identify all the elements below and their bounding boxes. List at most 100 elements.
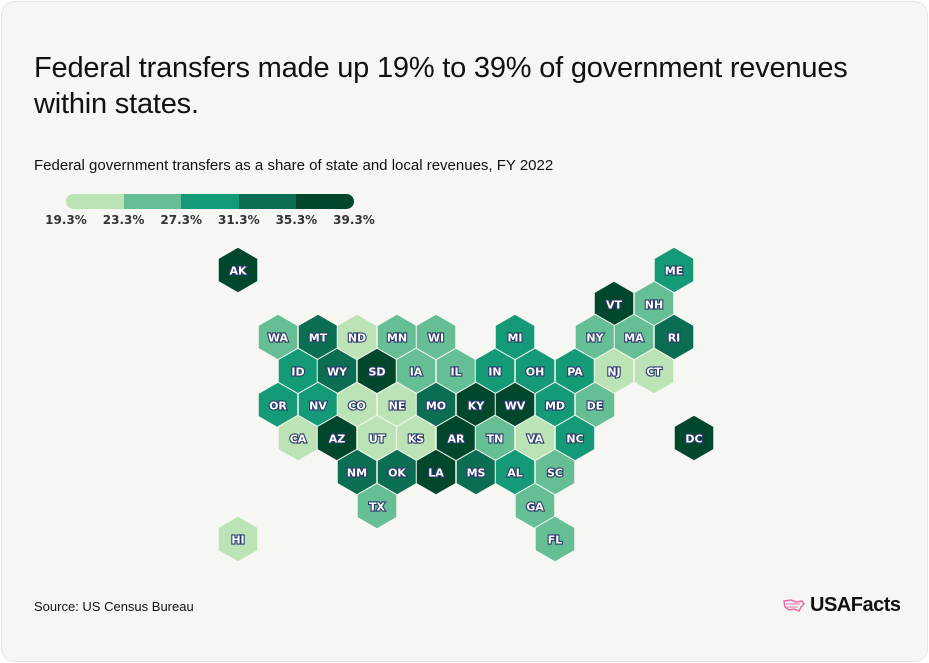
state-hex-ia[interactable]: IA bbox=[395, 347, 437, 395]
state-label: NJ bbox=[607, 366, 620, 379]
state-hex-ak[interactable]: AK bbox=[217, 246, 259, 294]
state-hex-ne[interactable]: NE bbox=[376, 381, 418, 429]
state-hex-hi[interactable]: HI bbox=[217, 515, 259, 563]
state-hex-az[interactable]: AZ bbox=[316, 414, 358, 462]
state-hex-nh[interactable]: NH bbox=[633, 280, 675, 328]
state-label: OH bbox=[526, 366, 545, 379]
state-hex-dc[interactable]: DC bbox=[673, 414, 715, 462]
state-hex-wa[interactable]: WA bbox=[257, 313, 299, 361]
usafacts-logo[interactable]: USAFacts bbox=[782, 594, 901, 617]
state-label: CA bbox=[290, 433, 307, 446]
legend-tick: 35.3% bbox=[275, 213, 318, 227]
state-hex-al[interactable]: AL bbox=[494, 448, 536, 496]
state-label: NH bbox=[645, 299, 663, 312]
state-label: MT bbox=[309, 332, 328, 345]
state-hex-ri[interactable]: RI bbox=[653, 313, 695, 361]
state-hex-ny[interactable]: NY bbox=[574, 313, 616, 361]
state-hex-nm[interactable]: NM bbox=[336, 448, 378, 496]
state-hex-mt[interactable]: MT bbox=[297, 313, 339, 361]
legend-swatch-4 bbox=[296, 194, 354, 209]
hex-tile bbox=[356, 482, 398, 530]
state-label: TN bbox=[487, 433, 504, 446]
state-label: FL bbox=[548, 534, 563, 547]
state-label: SD bbox=[368, 366, 385, 379]
source-note: Source: US Census Bureau bbox=[34, 599, 194, 614]
state-hex-ca[interactable]: CA bbox=[277, 414, 319, 462]
state-label: NV bbox=[309, 400, 327, 413]
state-hex-ks[interactable]: KS bbox=[395, 414, 437, 462]
state-hex-mo[interactable]: MO bbox=[415, 381, 457, 429]
state-hex-nc[interactable]: NC bbox=[554, 414, 596, 462]
state-label: WY bbox=[327, 366, 348, 379]
state-hex-mi[interactable]: MI bbox=[494, 313, 536, 361]
hex-tile bbox=[534, 515, 576, 563]
state-label: WI bbox=[428, 332, 444, 345]
state-label: AR bbox=[448, 433, 466, 446]
state-hex-wy[interactable]: WY bbox=[316, 347, 358, 395]
legend-tick: 23.3% bbox=[102, 213, 145, 227]
state-hex-ar[interactable]: AR bbox=[435, 414, 477, 462]
state-hex-tn[interactable]: TN bbox=[474, 414, 516, 462]
state-label: AZ bbox=[329, 433, 346, 446]
state-hex-mn[interactable]: MN bbox=[376, 313, 418, 361]
state-label: CO bbox=[348, 400, 365, 413]
state-hex-va[interactable]: VA bbox=[514, 414, 556, 462]
state-label: KS bbox=[408, 433, 425, 446]
state-label: IA bbox=[410, 366, 423, 379]
state-hex-co[interactable]: CO bbox=[336, 381, 378, 429]
state-label: MA bbox=[624, 332, 644, 345]
hex-tile bbox=[633, 347, 675, 395]
state-hex-ma[interactable]: MA bbox=[613, 313, 655, 361]
state-label: VA bbox=[527, 433, 544, 446]
state-label: VT bbox=[606, 299, 623, 312]
state-hex-ct[interactable]: CT bbox=[633, 347, 675, 395]
state-label: OR bbox=[269, 400, 287, 413]
state-label: HI bbox=[231, 534, 244, 547]
state-label: ND bbox=[348, 332, 366, 345]
state-hex-tx[interactable]: TX bbox=[356, 482, 398, 530]
state-hex-md[interactable]: MD bbox=[534, 381, 576, 429]
state-label: WV bbox=[505, 400, 526, 413]
state-hex-la[interactable]: LA bbox=[415, 448, 457, 496]
state-label: MD bbox=[545, 400, 565, 413]
state-hex-nd[interactable]: ND bbox=[336, 313, 378, 361]
hex-tile bbox=[673, 414, 715, 462]
state-label: UT bbox=[369, 433, 386, 446]
state-hex-wi[interactable]: WI bbox=[415, 313, 457, 361]
hex-tile bbox=[217, 515, 259, 563]
legend-tick: 19.3% bbox=[45, 213, 87, 227]
state-label: IL bbox=[450, 366, 461, 379]
state-label: RI bbox=[668, 332, 681, 345]
state-label: ME bbox=[665, 265, 683, 278]
state-hex-oh[interactable]: OH bbox=[514, 347, 556, 395]
state-label: OK bbox=[388, 467, 406, 480]
chart-title: Federal transfers made up 19% to 39% of … bbox=[34, 52, 848, 120]
hex-tile bbox=[217, 246, 259, 294]
state-hex-ms[interactable]: MS bbox=[455, 448, 497, 496]
state-hex-de[interactable]: DE bbox=[574, 381, 616, 429]
state-hex-vt[interactable]: VT bbox=[593, 280, 635, 328]
legend-tick: 31.3% bbox=[217, 213, 260, 227]
state-label: MI bbox=[507, 332, 522, 345]
state-label: DC bbox=[685, 433, 702, 446]
state-hex-sd[interactable]: SD bbox=[356, 347, 398, 395]
hex-tile bbox=[415, 448, 457, 496]
legend-swatch-1 bbox=[123, 194, 182, 209]
state-hex-fl[interactable]: FL bbox=[534, 515, 576, 563]
legend-swatch-0 bbox=[66, 194, 124, 209]
state-label: MO bbox=[426, 400, 446, 413]
chart-subtitle: Federal government transfers as a share … bbox=[34, 157, 554, 174]
state-hex-me[interactable]: ME bbox=[653, 246, 695, 294]
state-label: MN bbox=[387, 332, 407, 345]
state-hex-nv[interactable]: NV bbox=[297, 381, 339, 429]
legend-swatch-3 bbox=[238, 194, 297, 209]
state-hex-ga[interactable]: GA bbox=[514, 482, 556, 530]
logo-text: USAFacts bbox=[810, 594, 901, 616]
legend-color-bar bbox=[66, 194, 354, 209]
legend-tick: 27.3% bbox=[160, 213, 203, 227]
state-label: CT bbox=[646, 366, 662, 379]
state-label: TX bbox=[369, 501, 386, 514]
state-label: LA bbox=[428, 467, 444, 480]
